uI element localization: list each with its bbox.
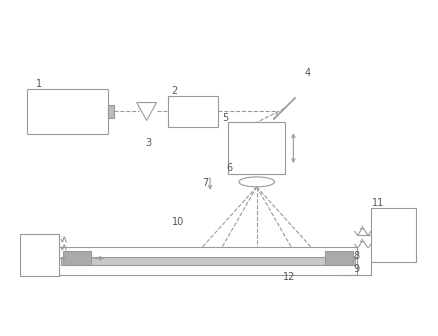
Text: 7: 7 [201,178,208,188]
Text: 3: 3 [145,138,151,148]
Bar [59,247,356,275]
Bar [61,257,354,265]
Text: 12: 12 [283,272,295,282]
Text: 1: 1 [36,79,42,89]
Text: 11: 11 [371,198,383,208]
Bar [108,104,113,118]
Ellipse shape [238,177,274,187]
Polygon shape [136,102,156,120]
Bar [227,122,285,174]
Bar [27,89,108,134]
Bar [168,96,218,127]
Bar [20,235,59,276]
Text: 2: 2 [171,86,177,96]
Text: 4: 4 [304,68,310,78]
Text: 8: 8 [353,251,359,261]
Bar [325,251,352,265]
Text: 6: 6 [226,163,233,173]
Text: 9: 9 [353,264,359,274]
Bar [63,251,91,265]
Text: 10: 10 [172,217,184,226]
Bar [370,208,415,262]
Text: 5: 5 [221,114,228,123]
